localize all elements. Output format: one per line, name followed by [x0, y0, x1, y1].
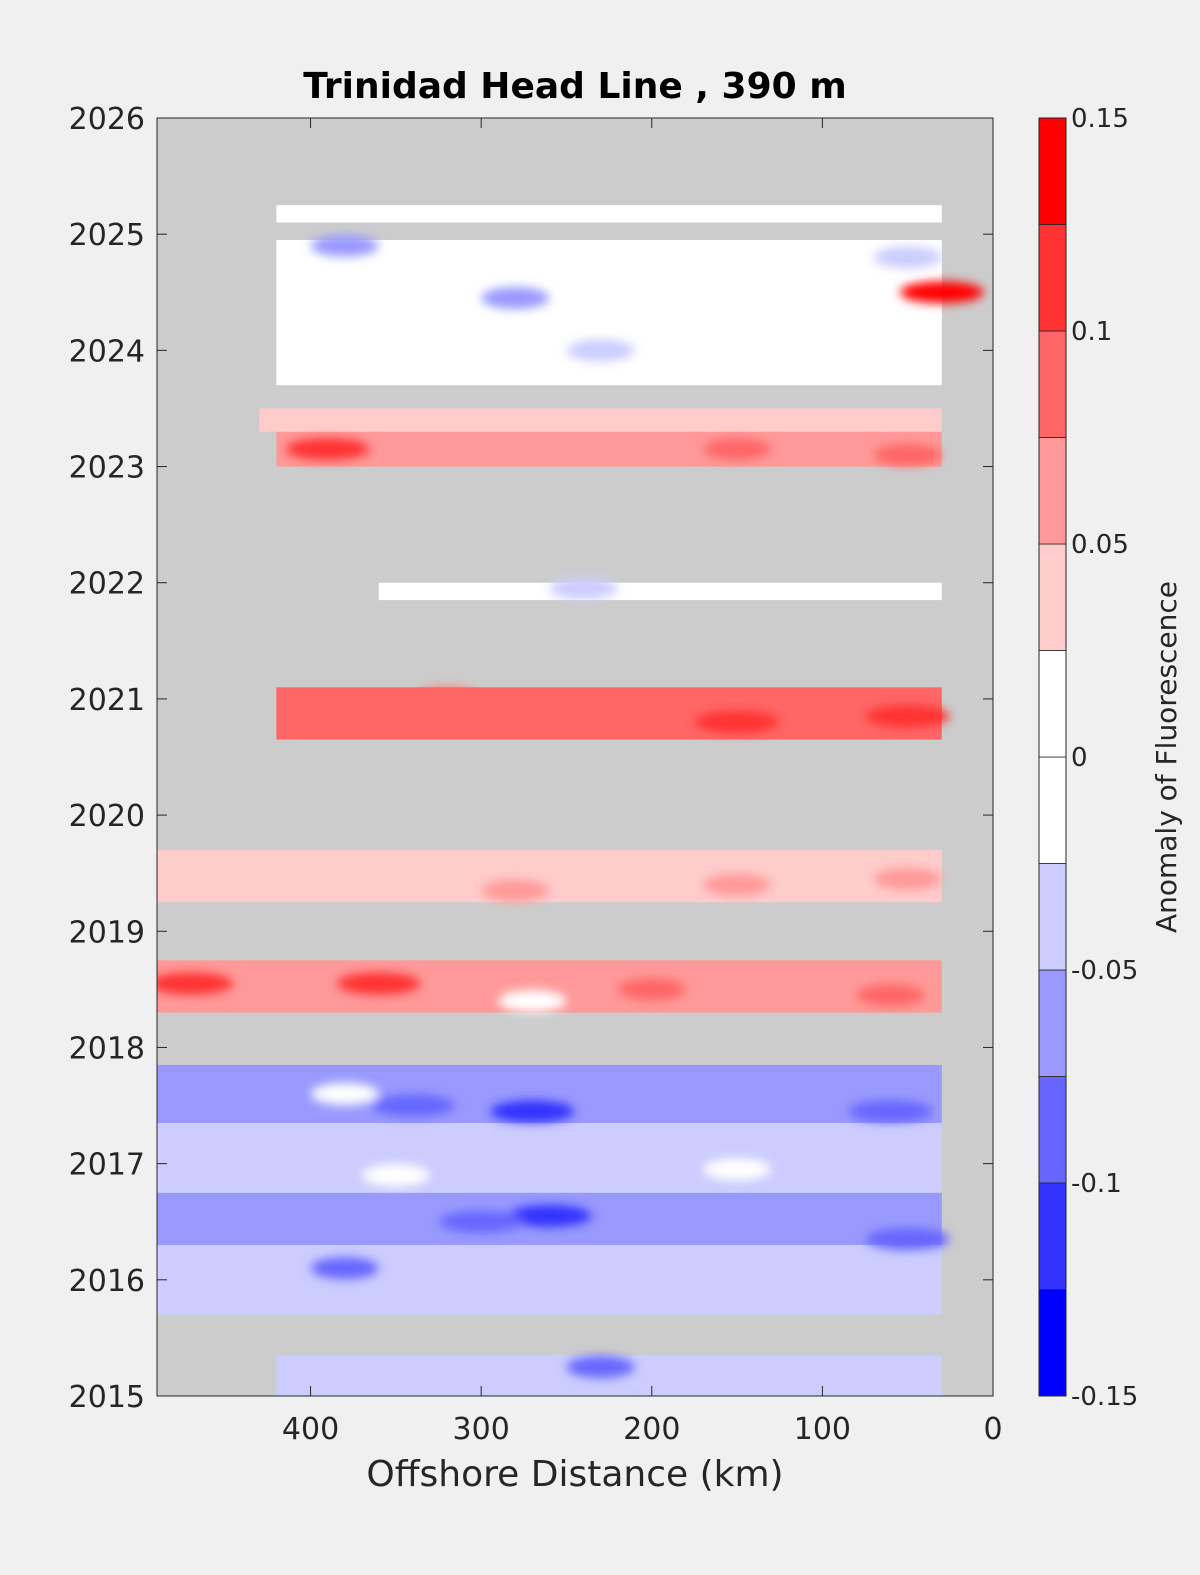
anomaly-band-9 — [276, 431, 942, 467]
anomaly-patch-9 — [310, 1082, 379, 1105]
anomaly-patch-15 — [498, 990, 567, 1012]
anomaly-patch-29 — [566, 339, 635, 362]
anomaly-band-3 — [157, 1123, 942, 1193]
colorbar-tick-label: 0 — [1071, 743, 1088, 773]
x-tick-label: 100 — [794, 1412, 851, 1447]
colorbar-level-0 — [1038, 1289, 1067, 1397]
anomaly-patch-8 — [361, 1164, 430, 1187]
colorbar-level-6 — [1038, 650, 1067, 758]
colorbar-level-2 — [1038, 1076, 1067, 1184]
y-tick-label: 2020 — [69, 799, 145, 834]
y-tick-label: 2021 — [69, 683, 145, 718]
y-tick-label: 2026 — [69, 102, 145, 137]
anomaly-patch-4 — [490, 1100, 575, 1123]
anomaly-patch-13 — [617, 978, 686, 1001]
anomaly-patch-14 — [856, 984, 925, 1007]
colorbar-frame — [1038, 117, 1067, 1397]
colorbar-tick-label: 0.05 — [1071, 530, 1129, 560]
anomaly-patch-2 — [865, 1228, 950, 1251]
colorbar-tick-label: -0.1 — [1071, 1169, 1122, 1199]
colorbar-label: Anomaly of Fluorescence — [1150, 581, 1183, 933]
anomaly-patch-5 — [370, 1094, 455, 1117]
colorbar-levels — [1038, 117, 1067, 1397]
anomaly-band-11 — [276, 240, 942, 386]
anomaly-band-10 — [259, 408, 942, 432]
x-tick-label: 400 — [282, 1412, 339, 1447]
colorbar-level-10 — [1038, 224, 1067, 332]
y-tick-label: 2019 — [69, 915, 145, 950]
anomaly-patch-19 — [695, 711, 780, 734]
anomaly-band-7 — [276, 687, 942, 740]
anomaly-patch-16 — [873, 868, 942, 890]
x-tick-label: 200 — [623, 1412, 680, 1447]
x-axis-label: Offshore Distance (km) — [366, 1454, 783, 1495]
anomaly-patch-12 — [336, 972, 421, 995]
anomaly-bands — [157, 205, 942, 1396]
plot-frame — [156, 117, 994, 1397]
colorbar: 0.15 0.1 0.05 0 -0.05 -0.1 -0.15 Anomaly of Fl… — [1038, 104, 1183, 1412]
colorbar-tick-label: 0.15 — [1071, 104, 1129, 134]
anomaly-patch-25 — [899, 281, 984, 304]
colorbar-ticks: 0.15 0.1 0.05 0 -0.05 -0.1 -0.15 — [1071, 104, 1138, 1412]
anomaly-patch-24 — [873, 443, 942, 466]
colorbar-level-8 — [1038, 437, 1067, 545]
anomaly-band-1 — [157, 1245, 942, 1315]
anomaly-patches — [157, 234, 984, 1378]
anomaly-patch-26 — [481, 287, 550, 310]
colorbar-level-4 — [1038, 863, 1067, 971]
plot-area — [156, 117, 994, 1397]
anomaly-patch-28 — [873, 246, 942, 269]
anomaly-patch-10 — [703, 1158, 772, 1181]
anomaly-band-8 — [378, 582, 942, 601]
chart-title: Trinidad Head Line , 390 m — [303, 66, 846, 107]
anomaly-patch-3 — [310, 1257, 379, 1280]
y-tick-label: 2017 — [69, 1148, 145, 1183]
anomaly-patch-23 — [703, 438, 772, 461]
colorbar-tick-label: 0.1 — [1071, 317, 1112, 347]
colorbar-level-3 — [1038, 969, 1067, 1077]
y-tick-label: 2018 — [69, 1031, 145, 1066]
y-tick-label: 2016 — [69, 1264, 145, 1299]
anomaly-patch-17 — [703, 873, 772, 896]
anomaly-patch-30 — [549, 577, 618, 600]
anomaly-patch-0 — [507, 1204, 592, 1227]
anomaly-band-12 — [276, 205, 942, 223]
colorbar-tick-label: -0.05 — [1071, 956, 1138, 986]
anomaly-patch-1 — [439, 1210, 524, 1233]
anomaly-patch-27 — [310, 234, 379, 257]
x-tick-label: 0 — [983, 1412, 1002, 1447]
y-tick-label: 2024 — [69, 334, 145, 369]
x-tick-label: 300 — [453, 1412, 510, 1447]
y-axis: 2015 2016 2017 2018 2019 2020 2021 2022 2023 2024… — [69, 102, 993, 1415]
colorbar-tick-label: -0.15 — [1071, 1382, 1138, 1412]
x-axis: 400 300 200 100 0 — [282, 118, 1003, 1447]
colorbar-level-7 — [1038, 543, 1067, 651]
y-tick-label: 2015 — [69, 1380, 145, 1415]
anomaly-patch-21 — [413, 687, 481, 710]
colorbar-level-11 — [1038, 117, 1067, 225]
anomaly-patch-18 — [481, 879, 550, 902]
anomaly-band-6 — [157, 849, 942, 903]
colorbar-level-5 — [1038, 756, 1067, 864]
anomaly-patch-20 — [865, 705, 950, 728]
anomaly-patch-22 — [285, 438, 370, 461]
anomaly-patch-7 — [566, 1356, 635, 1378]
anomaly-patch-6 — [848, 1100, 933, 1123]
colorbar-level-9 — [1038, 330, 1067, 438]
y-tick-label: 2022 — [69, 567, 145, 602]
colorbar-level-1 — [1038, 1182, 1067, 1290]
y-tick-label: 2023 — [69, 451, 145, 486]
anomaly-patch-11 — [157, 972, 234, 995]
y-tick-label: 2025 — [69, 218, 145, 253]
